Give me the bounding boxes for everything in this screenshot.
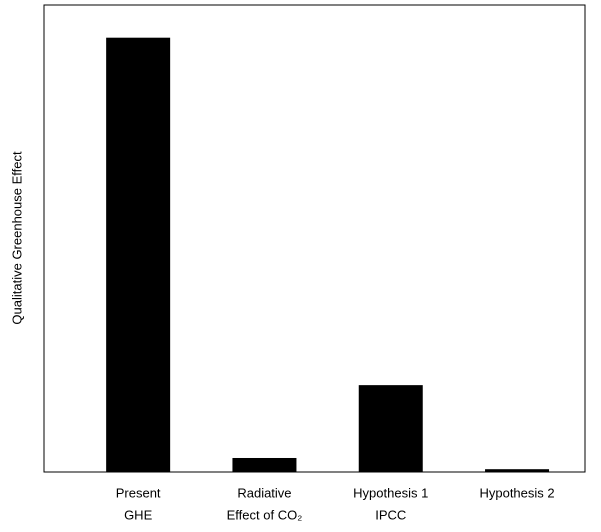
y-axis-label: Qualitative Greenhouse Effect [9, 151, 24, 325]
x-tick-label: Hypothesis 1 [353, 485, 428, 500]
x-tick-label: Effect of CO₂ [227, 507, 303, 522]
x-tick-label: Present [116, 485, 161, 500]
x-tick-label: Radiative [237, 485, 291, 500]
plot-frame [43, 4, 586, 473]
bar [106, 37, 171, 472]
bar [232, 457, 297, 472]
x-tick-label: GHE [124, 507, 153, 522]
x-tick-label: IPCC [375, 507, 406, 522]
bar [485, 469, 550, 472]
x-tick-label: Hypothesis 2 [479, 485, 554, 500]
bar [358, 385, 423, 472]
